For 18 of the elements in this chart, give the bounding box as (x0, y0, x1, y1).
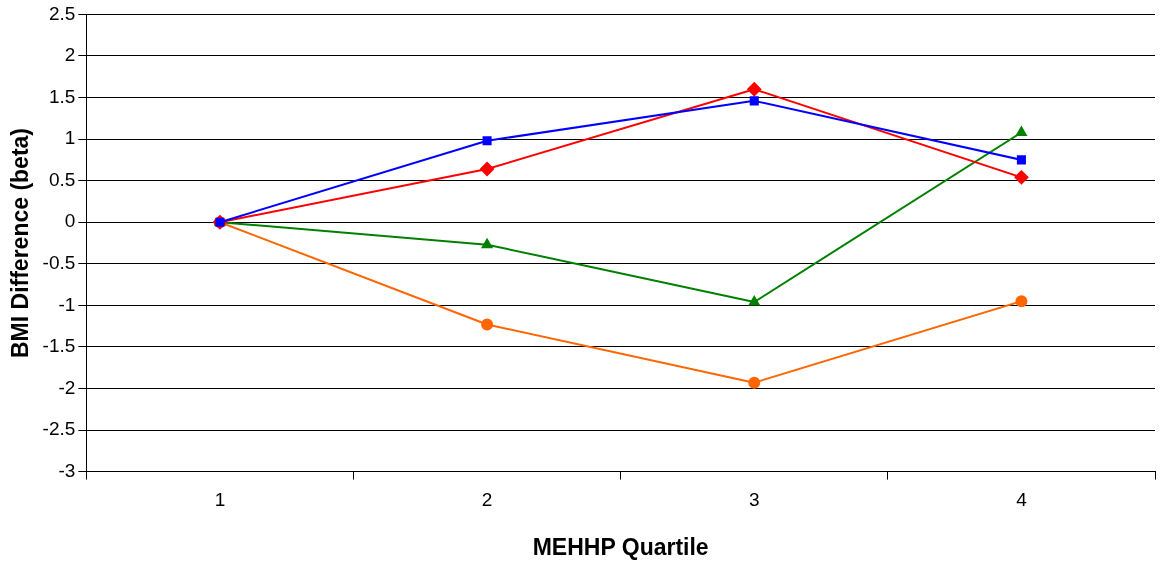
y-tick-label: -1.5 (42, 335, 76, 357)
y-tick-label: -3 (58, 459, 76, 481)
y-tick-label: 1 (64, 127, 76, 149)
y-tick-label: 1.5 (48, 85, 76, 107)
y-tick-label: -1 (58, 293, 76, 315)
y-tick-label: 2.5 (48, 2, 76, 24)
y-axis-title: BMI Difference (beta) (7, 127, 34, 359)
y-tick-label: -2 (58, 376, 76, 398)
x-tick-label: 2 (481, 489, 493, 511)
y-tick-label: 2 (64, 44, 76, 66)
y-tick-label: 0.5 (48, 168, 76, 190)
x-axis-title: MEHHP Quartile (532, 533, 709, 560)
y-tick-label: 0 (64, 210, 76, 232)
x-tick-label: 1 (214, 489, 226, 511)
y-tick-label: -2.5 (42, 418, 76, 440)
x-tick-label: 3 (748, 489, 760, 511)
x-tick-label: 4 (1016, 489, 1028, 511)
y-tick-label: -0.5 (42, 252, 76, 274)
